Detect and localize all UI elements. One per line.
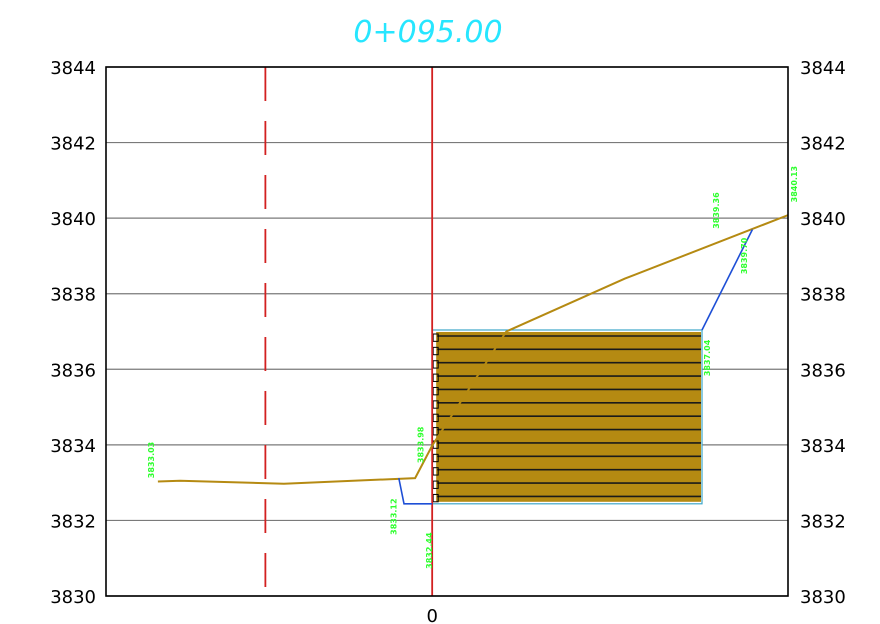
elevation-label: 3839.70: [740, 237, 749, 274]
bench-step: [432, 400, 439, 409]
bench-step: [432, 493, 439, 503]
bench-step: [432, 373, 439, 382]
y-tick-left-3842: 3842: [50, 134, 96, 155]
elevation-label: 3833.12: [390, 498, 399, 534]
y-tick-left-3832: 3832: [50, 511, 96, 532]
y-tick-left-3830: 3830: [50, 587, 96, 608]
elevation-label: 3833.03: [147, 442, 156, 478]
x-tick-0: 0: [426, 606, 437, 624]
y-tick-right-3832: 3832: [800, 511, 846, 532]
plot-border: [105, 66, 789, 597]
y-tick-left-3834: 3834: [50, 436, 96, 457]
elevation-label: 3839.36: [712, 192, 721, 229]
elevation-label: 3837.04: [703, 339, 712, 376]
elevation-label: 3840.13: [790, 166, 799, 202]
y-tick-right-3840: 3840: [800, 209, 846, 230]
y-tick-right-3838: 3838: [800, 285, 846, 306]
station-title: 0+095.00: [353, 15, 502, 50]
elevation-label: 3832.44: [425, 532, 434, 569]
bench-step: [432, 413, 439, 423]
y-tick-right-3834: 3834: [800, 436, 846, 457]
bench-step: [432, 427, 439, 436]
y-tick-right-3836: 3836: [800, 360, 846, 381]
bench-step: [432, 480, 439, 489]
y-tick-left-3836: 3836: [50, 360, 96, 381]
right-slope-line: [701, 229, 754, 331]
profile-lines: [157, 67, 789, 596]
bench-step: [432, 360, 439, 369]
y-tick-left-3838: 3838: [50, 285, 96, 306]
y-tick-right-3844: 3844: [800, 58, 846, 79]
cut-slope-line: [398, 477, 433, 505]
bench-step: [432, 346, 439, 356]
ground-profile-line: [157, 214, 789, 485]
plot-frame: [105, 66, 789, 597]
y-tick-right-3842: 3842: [800, 134, 846, 155]
fill-block: [431, 329, 703, 505]
bench-step: [432, 386, 439, 396]
axis-tick-labels: 3830 3830 3832 3832 3834 3834 3836 3836 3838 3838…: [50, 58, 846, 624]
bench-step: [432, 453, 439, 463]
bench-step: [432, 467, 439, 476]
elevation-label: 3833.98: [416, 426, 425, 463]
y-tick-left-3840: 3840: [50, 209, 96, 230]
elevation-labels: 3833.03 3833.98 3833.12 3832.44 3837.04 3839.…: [147, 166, 799, 569]
y-tick-right-3830: 3830: [800, 587, 846, 608]
y-tick-left-3844: 3844: [50, 58, 96, 79]
bench-step: [432, 333, 439, 342]
